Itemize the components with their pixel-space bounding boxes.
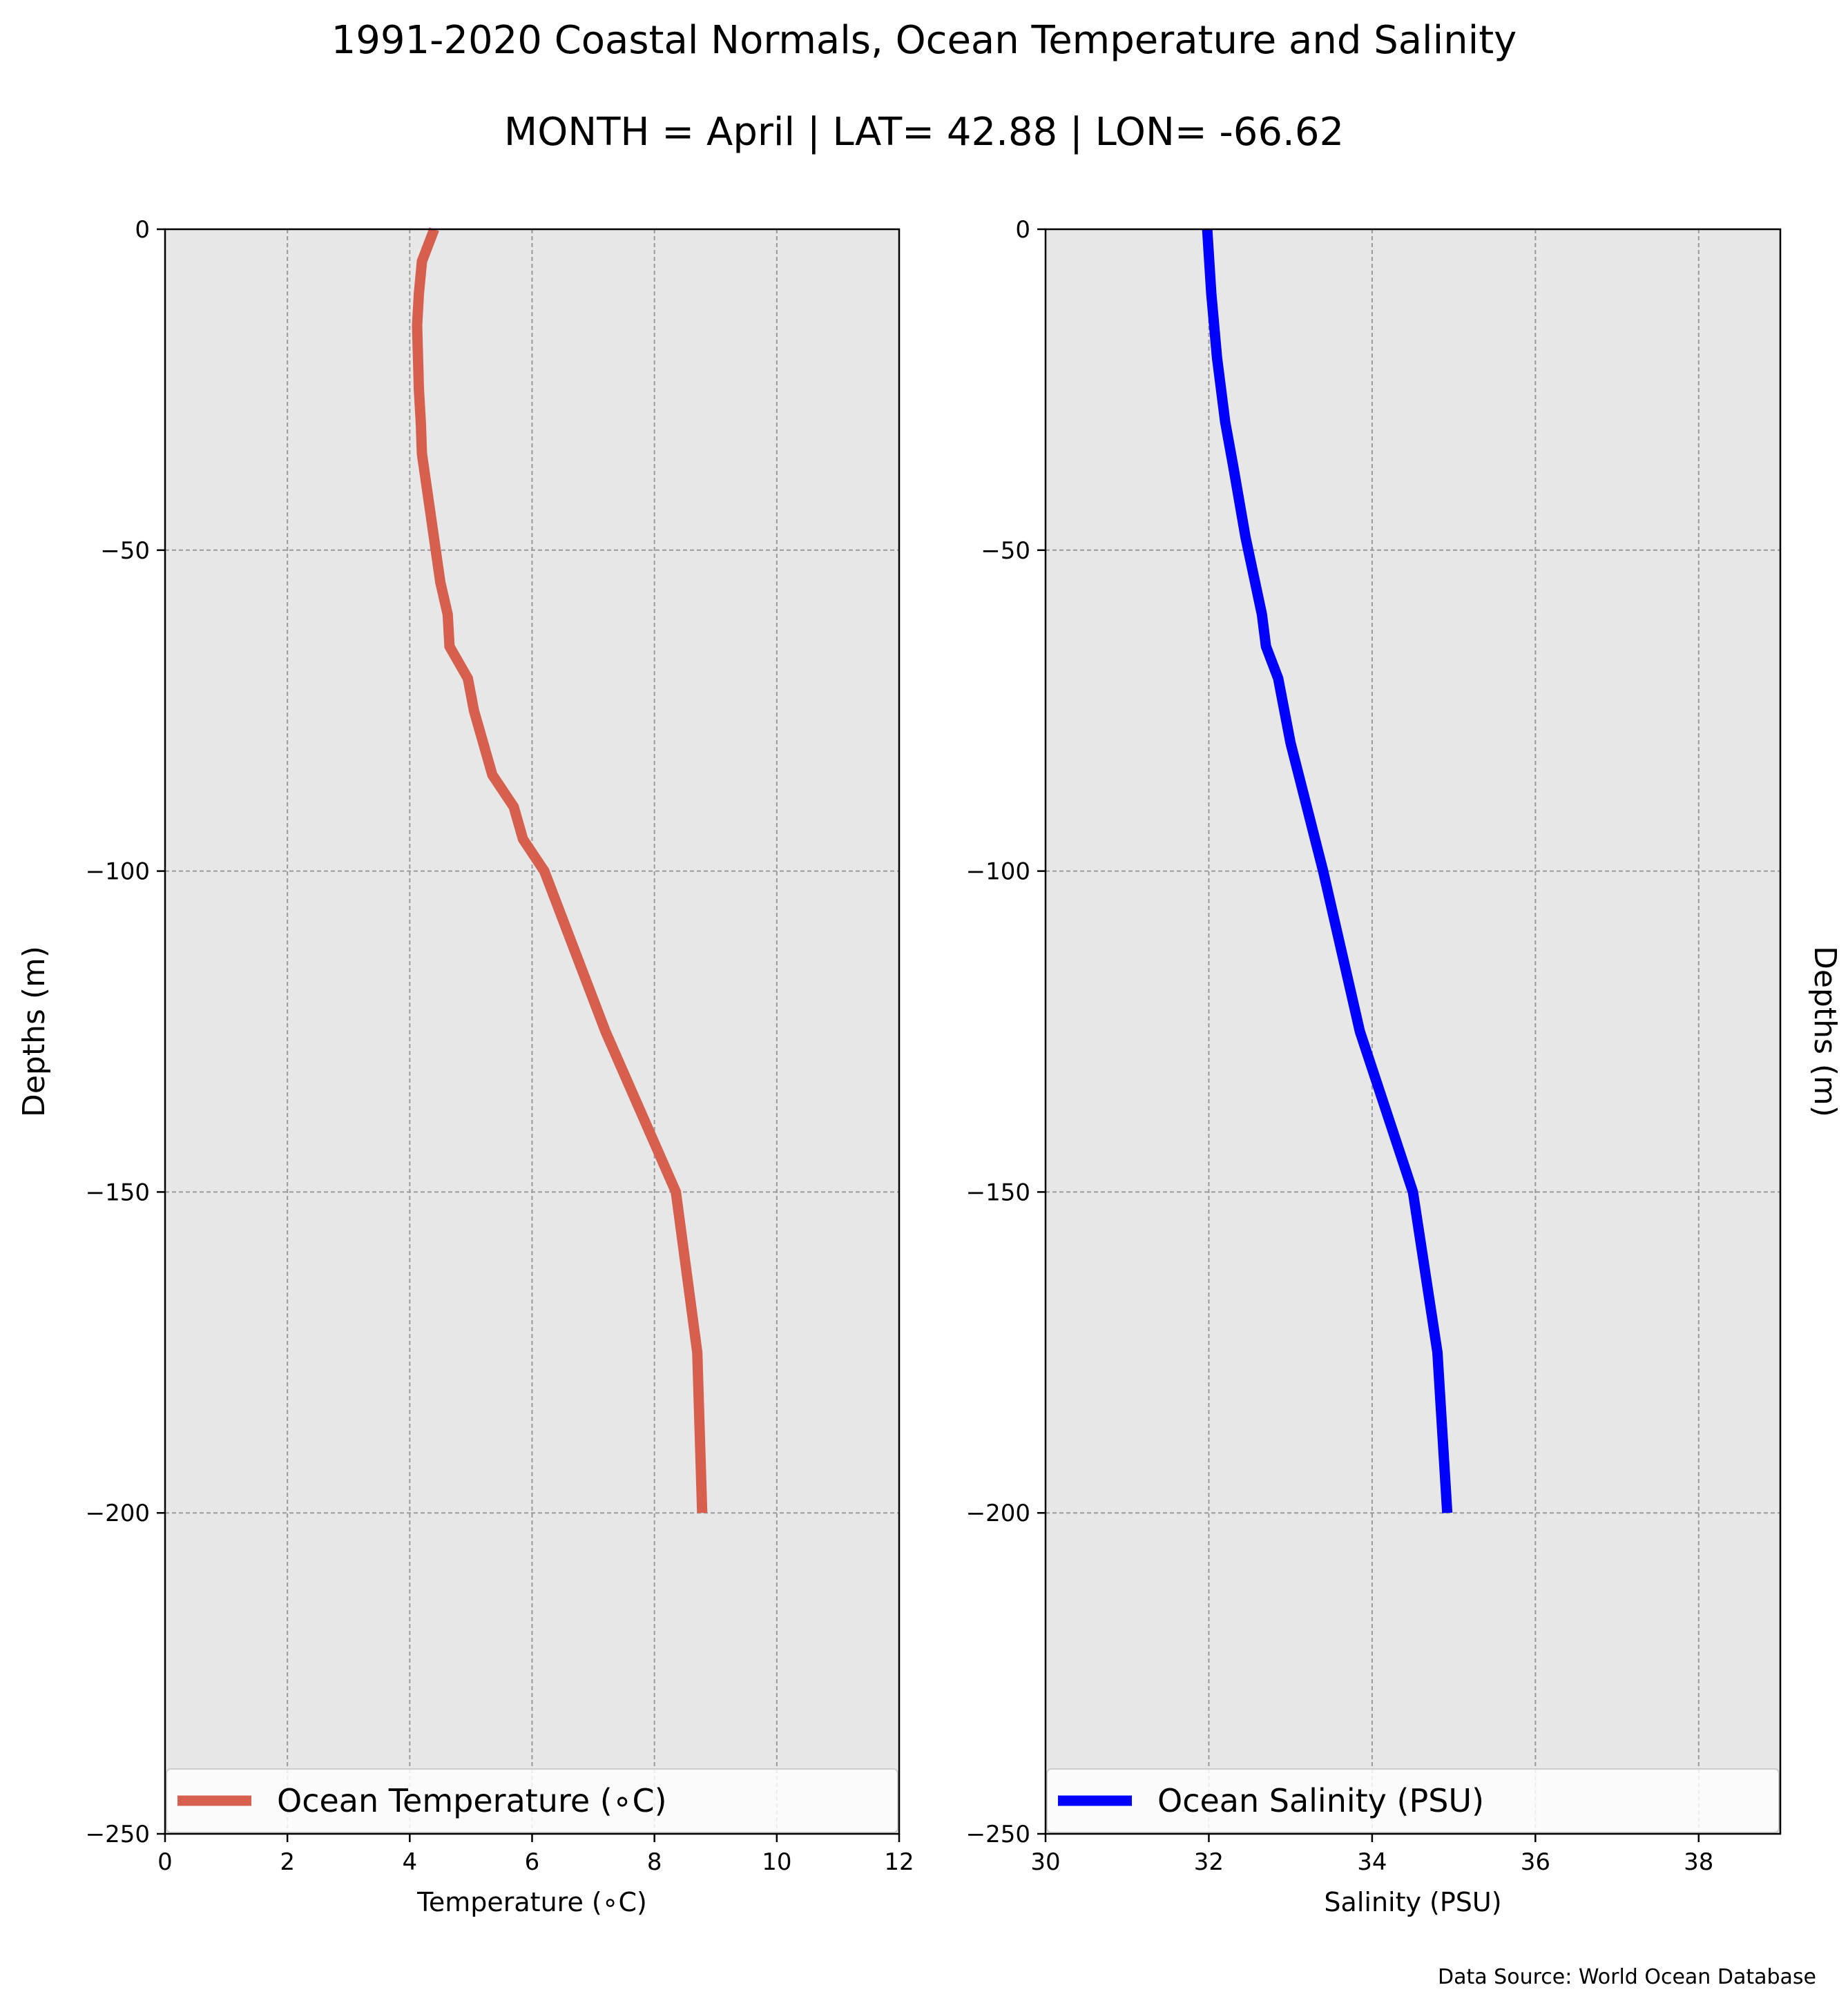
legend-box: [1046, 1768, 1780, 1833]
y-axis-label: Depths (m): [17, 946, 52, 1117]
x-tick-label: 0: [157, 1848, 173, 1876]
y-tick-label: −100: [86, 858, 150, 886]
x-tick-label: 4: [403, 1848, 418, 1876]
x-tick-label: 30: [1030, 1848, 1060, 1876]
temperature-panel: Ocean Temperature (∘C) 0 2 4 6 8 10 12 0 −50 −100 −…: [17, 216, 914, 1917]
series-line: [412, 227, 708, 1513]
x-tick-label: 12: [884, 1848, 914, 1876]
y-tick-label: −150: [86, 1179, 150, 1206]
y-tick-label: −200: [86, 1500, 150, 1527]
legend-label: Ocean Salinity (PSU): [1157, 1782, 1484, 1819]
legend: Ocean Salinity (PSU): [1046, 1768, 1780, 1833]
x-tick-label: 32: [1194, 1848, 1224, 1876]
chart-subtitle: MONTH = April | LAT= 42.88 | LON= -66.62: [504, 110, 1344, 155]
y-tick-label: −100: [966, 858, 1030, 886]
x-tick-label: 6: [525, 1848, 540, 1876]
y-tick-label: 0: [135, 216, 150, 244]
x-tick-label: 34: [1357, 1848, 1387, 1876]
x-axis-label: Salinity (PSU): [1324, 1887, 1501, 1917]
plot-area: [1046, 229, 1780, 1834]
y-tick-label: −200: [966, 1500, 1030, 1527]
x-tick-label: 36: [1521, 1848, 1550, 1876]
x-tick-label: 2: [280, 1848, 295, 1876]
data-source-note: Data Source: World Ocean Database: [1438, 1965, 1816, 1989]
x-tick-label: 38: [1684, 1848, 1713, 1876]
series-line: [1202, 229, 1453, 1513]
axes-frame: [1044, 228, 1782, 1835]
legend-box: [166, 1768, 898, 1833]
y-tick-label: −150: [966, 1179, 1030, 1206]
legend: Ocean Temperature (∘C): [166, 1768, 898, 1833]
y-tick-label: 0: [1015, 216, 1030, 244]
y-tick-label: −50: [100, 537, 150, 565]
x-tick-label: 8: [647, 1848, 662, 1876]
legend-label: Ocean Temperature (∘C): [277, 1782, 667, 1819]
y-tick-label: −250: [966, 1821, 1030, 1848]
salinity-panel: Ocean Salinity (PSU) 30 32 34 36 38 0 −50 −100 −1…: [966, 216, 1842, 1917]
y-axis-label: Depths (m): [1807, 946, 1842, 1117]
x-tick-label: 10: [762, 1848, 791, 1876]
chart-title: 1991-2020 Coastal Normals, Ocean Tempera…: [331, 18, 1517, 63]
y-tick-label: −250: [86, 1821, 150, 1848]
x-axis-label: Temperature (∘C): [416, 1887, 647, 1917]
y-tick-label: −50: [981, 537, 1030, 565]
